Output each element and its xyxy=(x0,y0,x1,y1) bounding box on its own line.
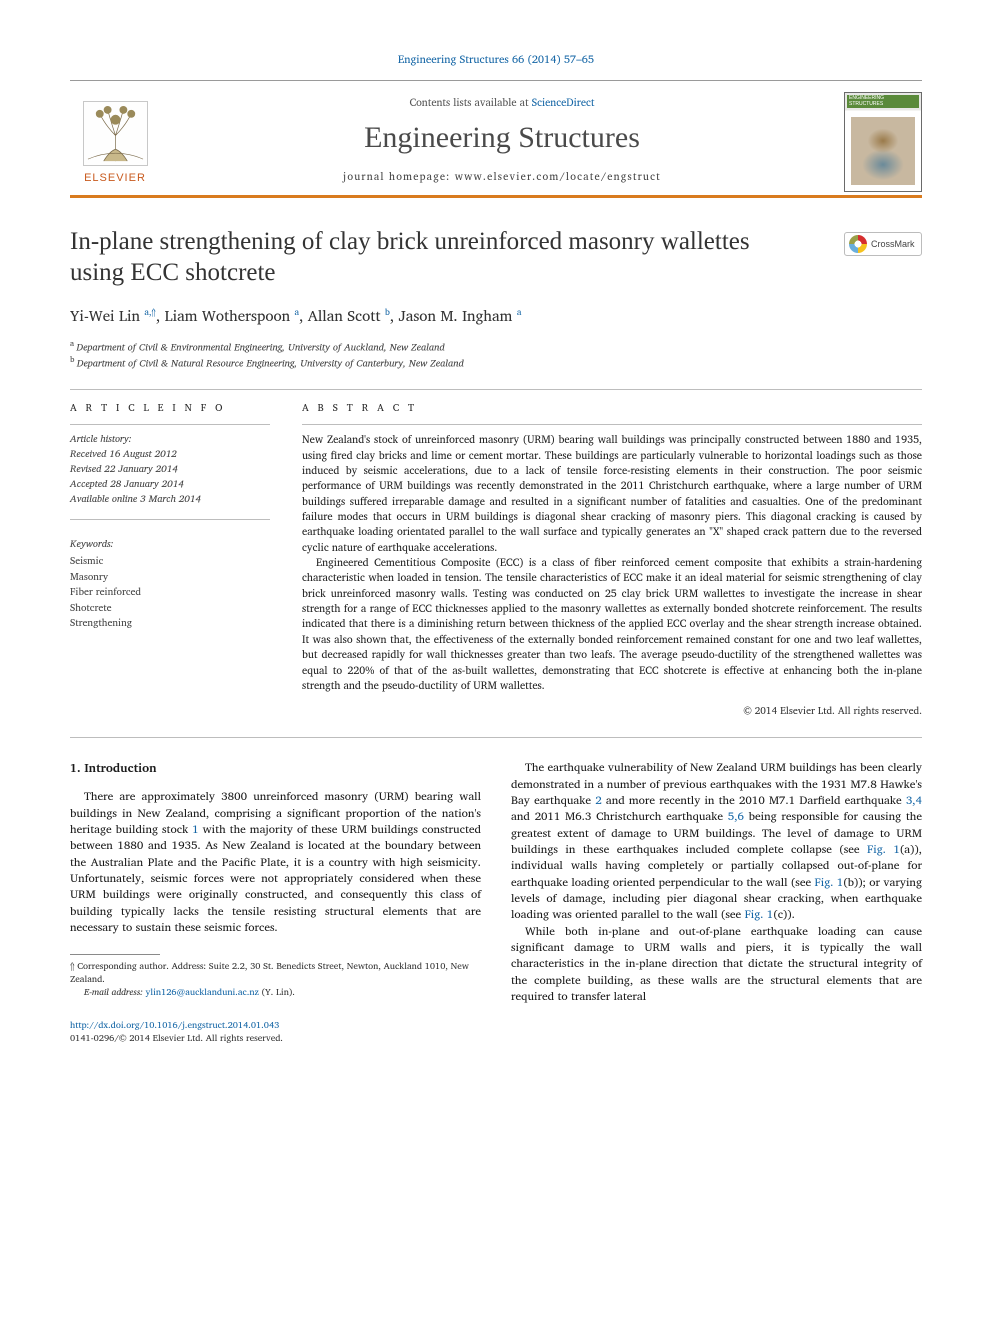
author-affil-sup: b xyxy=(385,304,390,319)
citation-link[interactable]: 1 xyxy=(192,820,198,839)
elsevier-tree-icon xyxy=(83,101,148,166)
author-name: Jason M. Ingham xyxy=(398,303,516,328)
keyword: Fiber reinforced xyxy=(70,585,270,601)
author-affil-sup: a xyxy=(295,304,300,319)
journal-reference: Engineering Structures 66 (2014) 57–65 xyxy=(70,50,922,68)
history-revised: Revised 22 January 2014 xyxy=(70,462,270,477)
abstract-column: A B S T R A C T New Zealand's stock of u… xyxy=(302,400,922,719)
body-two-column: 1. Introduction There are approximately … xyxy=(70,760,922,1045)
history-accepted: Accepted 28 January 2014 xyxy=(70,477,270,492)
email-footnote: E-mail address: ylin126@aucklanduni.ac.n… xyxy=(70,987,481,1000)
keywords-list: SeismicMasonryFiber reinforcedShotcreteS… xyxy=(70,554,270,632)
rule xyxy=(70,737,922,738)
author-list: Yi-Wei Lin a,⇑, Liam Wotherspoon a, Alla… xyxy=(70,303,922,328)
email-who: (Y. Lin). xyxy=(262,985,295,1000)
corr-text: Corresponding author. Address: Suite 2.2… xyxy=(70,959,469,987)
author-name: Yi-Wei Lin xyxy=(70,303,144,328)
affil-sup: a xyxy=(70,336,76,350)
citation-link[interactable]: 5,6 xyxy=(728,807,744,826)
journal-homepage-line: journal homepage: www.elsevier.com/locat… xyxy=(170,167,834,185)
abstract-paragraph: Engineered Cementitious Composite (ECC) … xyxy=(302,555,922,693)
author-affil-sup: a xyxy=(517,304,522,319)
keyword: Seismic xyxy=(70,554,270,570)
footnote-rule xyxy=(70,954,160,955)
keyword: Strengthening xyxy=(70,616,270,632)
cover-title: ENGINEERING STRUCTURES xyxy=(847,95,919,108)
homepage-url: www.elsevier.com/locate/engstruct xyxy=(455,167,661,185)
cover-image xyxy=(851,117,915,185)
article-info-label: A R T I C L E I N F O xyxy=(70,400,270,416)
rule xyxy=(70,389,922,390)
rule xyxy=(70,519,270,520)
keywords-label: Keywords: xyxy=(70,536,270,552)
contents-lists-line: Contents lists available at ScienceDirec… xyxy=(170,93,834,111)
author-corr-symbol: ⇑ xyxy=(152,304,157,319)
rule xyxy=(70,424,270,425)
elsevier-wordmark: ELSEVIER xyxy=(84,172,146,184)
author-email-link[interactable]: ylin126@aucklanduni.ac.nz xyxy=(146,985,259,1000)
keyword: Shotcrete xyxy=(70,601,270,617)
body-paragraph: There are approximately 3800 unreinforce… xyxy=(70,789,481,936)
author-affil-sup: a, xyxy=(144,304,151,319)
sciencedirect-link[interactable]: ScienceDirect xyxy=(532,93,595,111)
rule xyxy=(302,424,922,425)
email-label: E-mail address: xyxy=(84,985,143,1000)
journal-header: ELSEVIER Contents lists available at Sci… xyxy=(70,80,922,198)
keyword: Masonry xyxy=(70,570,270,586)
author-name: Allan Scott xyxy=(308,303,385,328)
abstract-text: New Zealand's stock of unreinforced maso… xyxy=(302,432,922,693)
history-label: Article history: xyxy=(70,432,270,447)
body-right-column: The earthquake vulnerability of New Zeal… xyxy=(511,760,922,1045)
history-online: Available online 3 March 2014 xyxy=(70,492,270,507)
affiliation: a Department of Civil & Environmental En… xyxy=(70,338,922,355)
article-history: Article history: Received 16 August 2012… xyxy=(70,432,270,507)
abstract-label: A B S T R A C T xyxy=(302,400,922,416)
citation-link[interactable]: 3,4 xyxy=(906,791,922,810)
affil-sup: b xyxy=(70,352,77,366)
crossmark-label labeled: CrossMark xyxy=(871,239,915,249)
header-center: Contents lists available at ScienceDirec… xyxy=(160,89,844,195)
abstract-paragraph: New Zealand's stock of unreinforced maso… xyxy=(302,432,922,555)
homepage-prefix: journal homepage: xyxy=(343,167,455,185)
issn-copyright: 0141-0296/© 2014 Elsevier Ltd. All right… xyxy=(70,1031,283,1046)
journal-name: Engineering Structures xyxy=(170,121,834,155)
article-footer: http://dx.doi.org/10.1016/j.engstruct.20… xyxy=(70,1020,481,1046)
crossmark-icon xyxy=(849,235,867,253)
section-1-heading: 1. Introduction xyxy=(70,760,481,777)
corresponding-author-footnote: ⇑ Corresponding author. Address: Suite 2… xyxy=(70,961,481,987)
article-info-column: A R T I C L E I N F O Article history: R… xyxy=(70,400,270,719)
affiliation: b Department of Civil & Natural Resource… xyxy=(70,354,922,371)
citation-link[interactable]: Fig. 1 xyxy=(867,840,900,859)
journal-cover-thumbnail: ENGINEERING STRUCTURES xyxy=(844,92,922,192)
affiliations: a Department of Civil & Environmental En… xyxy=(70,338,922,372)
article-title: In-plane strengthening of clay brick unr… xyxy=(70,226,810,289)
body-paragraph: The earthquake vulnerability of New Zeal… xyxy=(511,760,922,923)
history-received: Received 16 August 2012 xyxy=(70,447,270,462)
body-paragraph: While both in-plane and out-of-plane ear… xyxy=(511,924,922,1006)
elsevier-logo: ELSEVIER xyxy=(70,92,160,192)
author-name: Liam Wotherspoon xyxy=(165,303,295,328)
citation-link[interactable]: Fig. 1 xyxy=(815,873,844,892)
abstract-copyright: © 2014 Elsevier Ltd. All rights reserved… xyxy=(302,703,922,719)
contents-prefix: Contents lists available at xyxy=(410,93,532,111)
body-left-column: 1. Introduction There are approximately … xyxy=(70,760,481,1045)
citation-link[interactable]: 2 xyxy=(595,791,601,810)
crossmark-badge[interactable]: CrossMark xyxy=(844,232,922,256)
